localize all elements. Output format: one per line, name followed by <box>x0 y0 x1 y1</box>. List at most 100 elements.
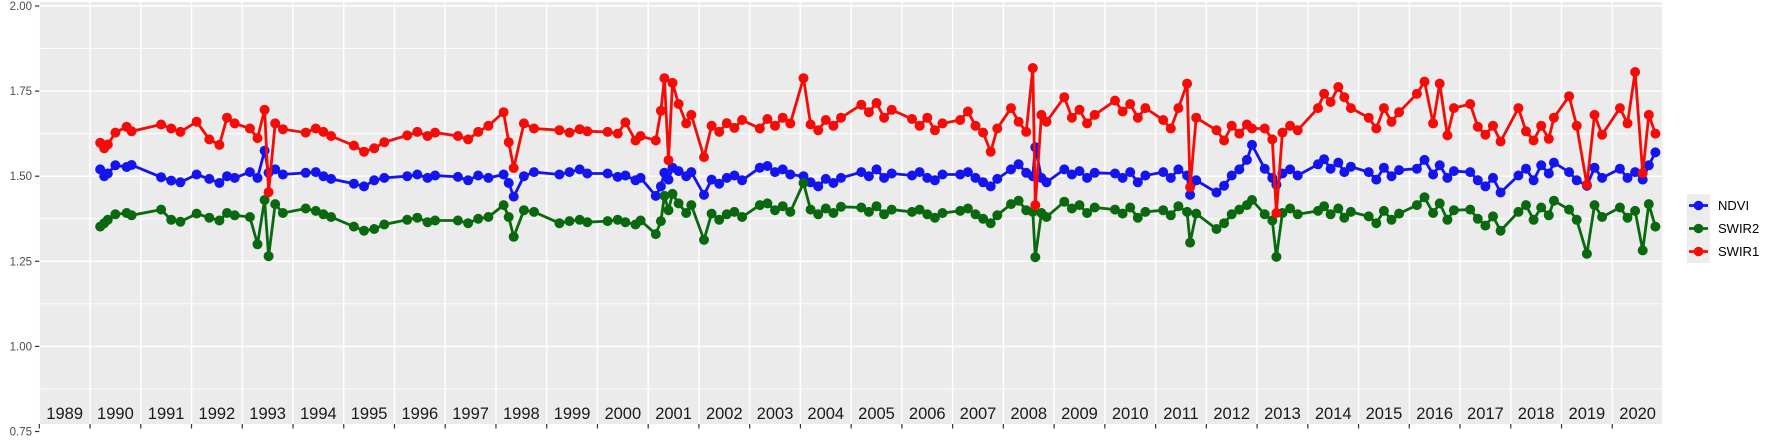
data-point-swir1 <box>1234 128 1245 139</box>
data-point-ndvi <box>518 171 529 182</box>
data-point-ndvi <box>1066 169 1077 180</box>
data-point-swir1 <box>508 163 519 173</box>
data-point-swir1 <box>1285 120 1296 131</box>
data-point-ndvi <box>836 172 846 183</box>
data-point-swir1 <box>1117 106 1128 117</box>
data-point-swir2 <box>430 215 441 226</box>
x-tick-label: 2009 <box>1061 405 1098 423</box>
data-point-ndvi <box>1333 157 1344 168</box>
data-point-ndvi <box>602 168 613 179</box>
data-point-swir1 <box>1319 88 1330 99</box>
data-point-swir2 <box>1219 218 1230 229</box>
data-point-swir2 <box>1234 204 1245 215</box>
data-point-swir2 <box>277 208 288 218</box>
data-point-swir1 <box>659 73 670 84</box>
data-point-swir1 <box>762 114 773 124</box>
data-point-swir1 <box>1173 103 1184 114</box>
data-point-ndvi <box>699 189 709 200</box>
data-point-ndvi <box>1363 167 1374 178</box>
data-point-swir2 <box>1378 205 1389 216</box>
data-point-ndvi <box>175 177 186 188</box>
data-point-swir2 <box>699 234 709 245</box>
data-point-ndvi <box>359 181 369 192</box>
data-point-swir2 <box>1536 202 1547 213</box>
data-point-swir2 <box>422 217 433 228</box>
data-point-ndvi <box>770 167 780 178</box>
data-point-swir2 <box>214 215 225 226</box>
data-point-swir1 <box>886 104 897 115</box>
data-point-swir1 <box>1363 112 1374 123</box>
data-point-swir1 <box>1313 103 1323 114</box>
data-point-ndvi <box>126 160 137 170</box>
data-point-ndvi <box>110 160 121 171</box>
data-point-swir2 <box>1564 204 1575 215</box>
x-tick-label: 2006 <box>909 405 946 423</box>
data-point-ndvi <box>229 172 240 183</box>
data-point-swir2 <box>962 203 973 214</box>
data-point-swir1 <box>805 119 816 130</box>
data-point-swir2 <box>326 212 337 222</box>
data-point-swir1 <box>1528 135 1539 146</box>
data-point-swir1 <box>754 123 765 134</box>
data-point-swir2 <box>126 210 137 221</box>
data-point-ndvi <box>1564 167 1575 178</box>
data-point-ndvi <box>318 171 329 182</box>
data-point-swir2 <box>1271 251 1282 262</box>
data-point-swir1 <box>714 126 725 137</box>
data-point-swir2 <box>412 212 423 223</box>
data-point-swir1 <box>175 126 186 137</box>
data-point-ndvi <box>886 168 897 179</box>
data-point-ndvi <box>582 168 593 179</box>
data-point-swir1 <box>985 146 996 157</box>
data-point-ndvi <box>369 175 380 186</box>
data-point-swir2 <box>463 218 474 229</box>
data-point-swir2 <box>770 205 780 216</box>
data-point-swir1 <box>1536 120 1547 131</box>
data-point-swir2 <box>1488 211 1498 222</box>
data-point-swir1 <box>483 120 494 131</box>
data-point-swir1 <box>929 125 940 136</box>
data-point-swir1 <box>1419 76 1430 87</box>
data-point-swir2 <box>714 214 725 225</box>
data-point-ndvi <box>1082 172 1093 183</box>
data-point-swir1 <box>1589 109 1600 120</box>
data-point-ndvi <box>612 171 623 182</box>
data-point-swir2 <box>1597 212 1608 222</box>
data-point-swir2 <box>754 200 765 211</box>
data-point-swir2 <box>1581 248 1592 259</box>
data-point-swir1 <box>721 118 732 129</box>
y-tick-label: 1.00 <box>10 341 32 353</box>
data-point-ndvi <box>166 175 177 186</box>
data-point-swir1 <box>681 118 692 129</box>
data-point-swir2 <box>1140 206 1151 217</box>
data-point-swir1 <box>706 120 717 131</box>
data-point-swir2 <box>828 208 839 218</box>
data-point-swir2 <box>166 214 177 225</box>
data-point-swir2 <box>1442 214 1453 225</box>
data-point-swir2 <box>1465 204 1476 215</box>
data-point-swir1 <box>978 127 989 138</box>
data-point-swir1 <box>699 152 709 163</box>
data-point-ndvi <box>1614 163 1625 174</box>
data-point-ndvi <box>914 167 925 178</box>
data-point-ndvi <box>508 191 519 202</box>
data-point-swir1 <box>1581 179 1592 190</box>
data-point-swir1 <box>1013 116 1024 127</box>
data-point-swir1 <box>348 140 359 151</box>
data-point-ndvi <box>686 167 697 178</box>
data-point-swir1 <box>879 112 890 123</box>
data-point-ndvi <box>820 173 831 184</box>
data-point-swir1 <box>937 118 948 129</box>
data-point-ndvi <box>214 178 225 188</box>
data-point-ndvi <box>907 170 917 181</box>
data-point-ndvi <box>1006 164 1016 175</box>
data-point-swir1 <box>166 123 177 134</box>
data-point-swir2 <box>1386 214 1397 225</box>
data-point-swir2 <box>156 204 167 215</box>
data-point-ndvi <box>1158 167 1169 178</box>
data-point-swir2 <box>1521 200 1531 211</box>
data-point-swir1 <box>310 123 321 134</box>
x-tick-label: 2010 <box>1112 405 1149 423</box>
data-point-ndvi <box>1132 177 1143 188</box>
